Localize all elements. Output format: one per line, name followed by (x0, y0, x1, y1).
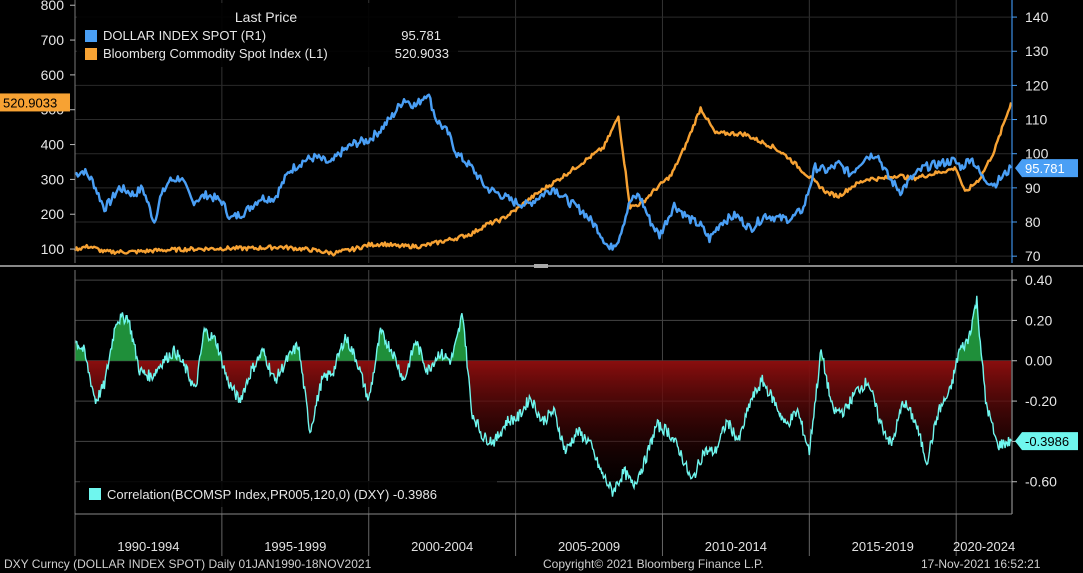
correlation-negative-fill (86, 360, 1012, 497)
right-tick-label: 110 (1025, 112, 1048, 128)
chart-canvas: 1990-1994 1995-1999 2000-2004 2005-2009 2010… (0, 0, 1083, 556)
left-tick-label: 700 (41, 32, 65, 48)
right-tick-label: 130 (1025, 43, 1049, 59)
commodity-last-value-label: 520.9033 (0, 93, 70, 112)
corr-tick-label: -0.20 (1025, 393, 1057, 409)
x-tick-label: 1990-1994 (117, 539, 179, 554)
corr-legend-label: Correlation(BCOMSP Index,PR005,120,0) (D… (107, 487, 437, 502)
x-tick-label: 1995-1999 (264, 539, 326, 554)
bottom-legend-bg (80, 481, 497, 507)
x-tick-label: 2015-2019 (852, 539, 914, 554)
right-tick-label: 120 (1025, 77, 1049, 93)
left-tick-label: 800 (41, 0, 65, 13)
dollar-last-value-label: 95.781 (1015, 159, 1078, 178)
right-tick-label: 70 (1025, 248, 1041, 264)
left-tick-label: 600 (41, 67, 65, 83)
x-tick-label: 2000-2004 (411, 539, 473, 554)
x-tick-label: 2020-2024 (953, 539, 1015, 554)
correlation-last-value-label-text: -0.3986 (1025, 434, 1069, 449)
correlation-last-value-label: -0.3986 (1015, 432, 1078, 451)
legend-value: 95.781 (401, 28, 441, 43)
axes: 1990-1994 1995-1999 2000-2004 2005-2009 2010… (0, 0, 1083, 554)
top-legend-bg (77, 3, 458, 67)
left-tick-label: 400 (41, 137, 65, 153)
legend-header: Last Price (235, 9, 297, 25)
dollar-index-line (74, 93, 1013, 251)
corr-legend-swatch (89, 488, 101, 500)
panel-divider-handle (534, 264, 548, 268)
left-tick-label: 200 (41, 206, 65, 222)
corr-tick-label: 0.40 (1025, 272, 1052, 288)
legends: 520.9033 95.781 -0.3986 Last Price DOLLAR IN… (0, 3, 1078, 507)
legend-swatch (85, 30, 97, 42)
correlation-last-value-label-box (1015, 432, 1078, 451)
right-tick-label: 90 (1025, 180, 1041, 196)
correlation-line (74, 295, 1012, 497)
right-tick-label: 100 (1025, 146, 1049, 162)
x-tick-label: 2005-2009 (558, 539, 620, 554)
corr-tick-label: -0.60 (1025, 474, 1057, 490)
footer-copyright: Copyright© 2021 Bloomberg Finance L.P. (543, 557, 764, 571)
corr-tick-label: 0.20 (1025, 312, 1052, 328)
legend-value: 520.9033 (395, 46, 449, 61)
series-lines (73, 93, 1013, 257)
correlation-area (74, 295, 1012, 497)
right-tick-label: 80 (1025, 214, 1041, 230)
footer: DXY Curncy (DOLLAR INDEX SPOT) Daily 01J… (0, 556, 1083, 573)
left-tick-label: 300 (41, 171, 65, 187)
corr-tick-label: 0.00 (1025, 353, 1052, 369)
grid-lines (74, 0, 1012, 556)
dollar-last-value-label-text: 95.781 (1025, 161, 1065, 176)
x-tick-label: 2010-2014 (705, 539, 767, 554)
legend-label: Bloomberg Commodity Spot Index (L1) (103, 46, 328, 61)
legend-label: DOLLAR INDEX SPOT (R1) (103, 28, 266, 43)
footer-timestamp: 17-Nov-2021 16:52:21 (921, 557, 1041, 571)
footer-ticker: DXY Curncy (DOLLAR INDEX SPOT) Daily 01J… (4, 557, 372, 571)
commodity-last-value-label-text: 520.9033 (3, 95, 57, 110)
dollar-last-value-label-box (1015, 159, 1078, 178)
left-tick-label: 100 (41, 241, 65, 257)
commodity-index-line (73, 102, 1013, 257)
commodity-last-value-label-box (0, 93, 70, 112)
right-tick-label: 140 (1025, 9, 1049, 25)
legend-swatch (85, 48, 97, 60)
